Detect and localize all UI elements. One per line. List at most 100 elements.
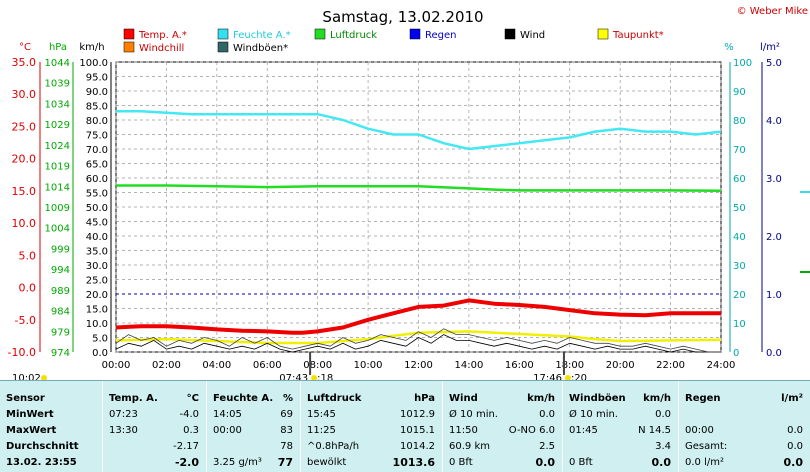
y-tick-wind_kmh: 5.0: [92, 334, 108, 345]
y-tick-wind_kmh: 75.0: [86, 131, 108, 142]
cell-secondary: 3.25 g/m³: [213, 457, 262, 468]
grid: [39, 61, 763, 353]
cell-value: 1015.1: [400, 425, 435, 436]
weather-chart: Samstag, 13.02.2010 © Weber Mike Temp. A…: [7, 6, 810, 380]
series-line-luftdruck: [116, 184, 722, 193]
column-unit: %: [282, 393, 293, 404]
y-tick-wind_kmh: 15.0: [86, 305, 108, 316]
legend-label: Luftdruck: [330, 30, 377, 41]
sun-marker-time: 17:46: [533, 373, 562, 380]
x-tick-label: 24:00: [707, 360, 736, 371]
y-tick-humidity_pct: 80: [733, 116, 746, 127]
axis-unit-labels: °C hPa km/h% l/m²: [19, 42, 780, 53]
y-tick-wind_kmh: 10.0: [86, 319, 108, 330]
legend-label: Windchill: [139, 43, 184, 54]
column-unit: hPa: [414, 393, 435, 404]
y-tick-wind_kmh: 20.0: [86, 290, 108, 301]
stats-column: Luftdruck hPa 15:45 1012.9 11:25 1015.1 ^0.8hP…: [300, 381, 443, 472]
y-tick-pressure_hpa: 984: [51, 307, 70, 318]
column-header: Regen: [685, 393, 721, 404]
y-tick-rain_lm2: 4.0: [766, 116, 782, 127]
y-tick-wind_kmh: 95.0: [86, 73, 108, 84]
stats-column: Windböen km/h Ø 10 min. 0.0 01:45 N 14.5 3.4 0 …: [562, 381, 679, 472]
cell-secondary: 13:30: [109, 425, 138, 436]
y-tick-temp_c: 25.0: [12, 120, 37, 133]
sun-icon: [41, 375, 47, 380]
legend-swatch: [123, 41, 135, 53]
y-tick-rain_lm2: 1.0: [766, 290, 782, 301]
cell-secondary: 15:45: [307, 409, 336, 420]
sun-markers: 07:43:18 17:46:20: [279, 352, 587, 380]
y-tick-humidity_pct: 20: [733, 290, 746, 301]
axis-unit-humidity_pct: %: [724, 42, 734, 53]
y-tick-temp_c: 10.0: [12, 217, 37, 230]
column-header: Wind: [449, 393, 478, 404]
x-tick-label: 12:00: [404, 360, 433, 371]
cell-value: 1014.2: [400, 441, 435, 452]
cell-secondary: 00:00: [685, 425, 714, 436]
y-tick-humidity_pct: 90: [733, 87, 746, 98]
cell-secondary: bewölkt: [307, 457, 347, 468]
axis-unit-temp_c: °C: [19, 42, 31, 53]
x-tick-label: 00:00: [102, 360, 131, 371]
cell-secondary: 07:23: [109, 409, 138, 420]
legend-swatch: [409, 28, 421, 40]
cell-value: -4.0: [179, 409, 199, 420]
legend-label: Temp. A.*: [138, 30, 187, 41]
y-tick-temp_c: 15.0: [12, 185, 37, 198]
y-tick-temp_c: 5.0: [19, 249, 37, 262]
x-tick-label: 16:00: [505, 360, 534, 371]
x-tick-label: 14:00: [455, 360, 484, 371]
series-group: [115, 110, 722, 353]
cell-value: N 14.5: [638, 425, 671, 436]
column-unit: l/m²: [781, 393, 803, 404]
y-tick-humidity_pct: 100: [733, 58, 752, 69]
y-tick-wind_kmh: 50.0: [86, 203, 108, 214]
x-tick-label: 22:00: [656, 360, 685, 371]
y-tick-pressure_hpa: 994: [51, 265, 70, 276]
y-tick-wind_kmh: 35.0: [86, 247, 108, 258]
legend-swatch: [597, 28, 609, 40]
y-tick-pressure_hpa: 1024: [45, 141, 70, 152]
series-line-feuchtea: [116, 110, 722, 151]
column-header: Sensor: [6, 393, 45, 404]
y-tick-pressure_hpa: 1039: [45, 79, 70, 90]
sun-marker-icon: [311, 375, 318, 380]
cell-value: 0.3: [183, 425, 199, 436]
y-tick-rain_lm2: 3.0: [766, 174, 782, 185]
y-tick-wind_kmh: 70.0: [86, 145, 108, 156]
cell-secondary: ^0.8hPa/h: [307, 441, 360, 452]
legend-label: Taupunkt*: [612, 30, 664, 41]
stats-panel: Sensor MinWert MaxWert Durchschnitt 13.02. 2…: [0, 380, 810, 472]
y-tick-humidity_pct: 70: [733, 145, 746, 156]
column-header: Temp. A.: [109, 393, 158, 404]
cell-value: 69: [280, 409, 293, 420]
y-tick-humidity_pct: 0: [733, 348, 739, 359]
x-tick-label: 06:00: [253, 360, 282, 371]
y-tick-wind_kmh: 0.0: [92, 348, 108, 359]
y-tick-temp_c: 0.0: [19, 282, 37, 295]
y-tick-wind_kmh: 85.0: [86, 102, 108, 113]
y-tick-humidity_pct: 60: [733, 174, 746, 185]
cell-value: -2.17: [173, 441, 199, 452]
stats-column: Temp. A. °C 07:23 -4.0 13:30 0.3 -2.17 -2.0: [102, 381, 207, 472]
y-tick-pressure_hpa: 1029: [45, 120, 70, 131]
cell-value: 2.5: [539, 441, 555, 452]
row-label: MaxWert: [6, 425, 57, 436]
y-tick-rain_lm2: 5.0: [766, 58, 782, 69]
y-tick-rain_lm2: 2.0: [766, 232, 782, 243]
cell-value: O-NO 6.0: [508, 425, 555, 436]
stats-column: Feuchte A.% 14:05 69 00:00 83 78 3.25 g/m³ 77: [206, 381, 301, 472]
cell-value: 0.0: [787, 425, 803, 436]
cell-secondary: Ø 10 min.: [449, 409, 498, 420]
row-label: 13.02. 23:55: [6, 457, 77, 468]
cell-value: 83: [280, 425, 293, 436]
sun-marker-time: 07:43: [279, 373, 308, 380]
y-tick-temp_c: -5.0: [15, 314, 36, 327]
cell-value: 1012.9: [400, 409, 435, 420]
cell-secondary: 11:25: [307, 425, 336, 436]
y-tick-pressure_hpa: 1019: [45, 162, 70, 173]
cell-secondary: Ø 10 min.: [569, 409, 618, 420]
cell-secondary: 60.9 km: [449, 441, 490, 452]
cell-value: 0.0: [651, 456, 672, 469]
